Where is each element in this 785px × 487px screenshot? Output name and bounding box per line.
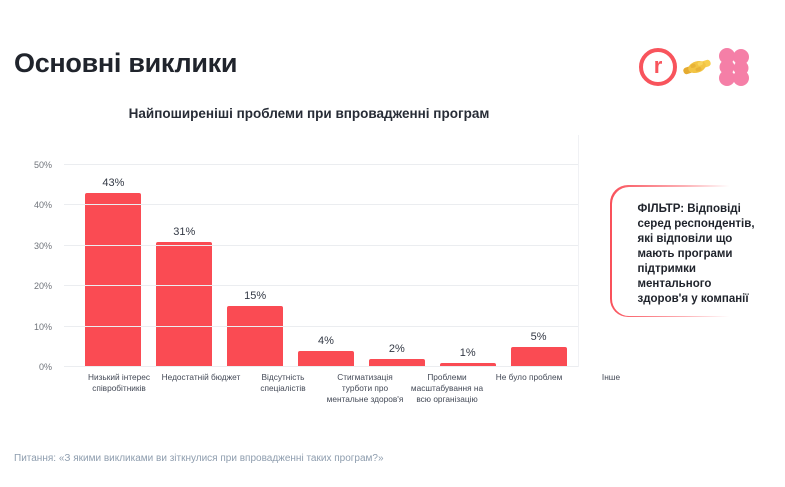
x-label-cell: Відсутність спеціалістів	[242, 372, 324, 406]
x-tick-label: Недостатній бюджет	[161, 372, 241, 382]
x-label-cell: Низький інтерес співробітників	[78, 372, 160, 406]
bar-column: 1%	[432, 165, 503, 367]
y-tick-label: 10%	[33, 321, 52, 332]
bar-value-label: 2%	[388, 342, 405, 355]
x-tick-label: Не було проблем	[495, 372, 563, 382]
bar-column: 4%	[291, 165, 362, 367]
plot-wrap: 0% 10% 20% 30% 40% 50% 43% 31% 15% 4% 2% 1% 5% Низь…	[14, 135, 620, 435]
bars-row: 43% 31% 15% 4% 2% 1% 5%	[64, 165, 578, 367]
bar-chart: Найпоширеніші проблеми при впровадженні …	[14, 106, 620, 435]
gridline	[64, 325, 578, 327]
page-title: Основні виклики	[14, 48, 238, 78]
y-axis: 0% 10% 20% 30% 40% 50%	[14, 135, 52, 372]
x-tick-label: Низький інтерес співробітників	[87, 372, 151, 394]
filter-note-inner: ФІЛЬТР: Відповіді серед респондентів, як…	[611, 186, 775, 316]
bar-column: 5%	[503, 165, 574, 367]
x-label-cell: Проблеми масштабування на всю організаці…	[406, 372, 488, 406]
robota-letter: r	[653, 53, 663, 78]
bar-column: 2%	[361, 165, 432, 367]
handshake-icon	[683, 59, 711, 75]
bar-column: 15%	[220, 165, 291, 367]
filter-note-text: ФІЛЬТР: Відповіді серед респондентів, як…	[637, 202, 755, 305]
bar	[156, 241, 213, 367]
y-tick-label: 30%	[33, 240, 52, 251]
bar	[439, 362, 496, 367]
filter-note-box: ФІЛЬТР: Відповіді серед респондентів, як…	[610, 185, 776, 317]
x-label-cell: Не було проблем	[488, 372, 570, 406]
gridline	[64, 366, 578, 367]
bar	[510, 346, 567, 367]
footer-question: Питання: «З якими викликами ви зіткнулис…	[14, 453, 384, 464]
bar-value-label: 43%	[102, 177, 125, 190]
x-label-cell: Інше	[570, 372, 652, 406]
bar	[85, 193, 142, 367]
x-tick-label: Проблеми масштабування на всю організаці…	[410, 372, 484, 405]
pink-clover-logo-icon	[719, 48, 749, 86]
bar-value-label: 5%	[530, 330, 547, 343]
y-tick-label: 50%	[33, 160, 52, 170]
gridline	[64, 244, 578, 246]
y-tick-label: 40%	[33, 200, 52, 211]
x-tick-label: Інше	[601, 372, 621, 382]
x-axis: Низький інтерес співробітників Недостатні…	[64, 372, 620, 406]
bar-column: 43%	[78, 165, 149, 367]
y-tick-label: 0%	[38, 362, 52, 372]
x-label-cell: Недостатній бюджет	[160, 372, 242, 406]
bar-value-label: 15%	[244, 290, 267, 303]
x-label-cell: Стигматизація турботи про ментальне здор…	[324, 372, 406, 406]
chart-title: Найпоширеніші проблеми при впровадженні …	[128, 106, 490, 121]
robota-ua-logo-icon: r	[639, 48, 677, 86]
bar-value-label: 4%	[318, 334, 334, 347]
gridline	[64, 285, 578, 287]
bar	[227, 306, 284, 367]
bar-value-label: 31%	[173, 225, 196, 238]
bar	[298, 350, 354, 367]
bar-column: 31%	[149, 165, 220, 367]
x-tick-label: Відсутність спеціалістів	[260, 372, 306, 394]
gridline	[64, 204, 578, 206]
gridline	[64, 164, 578, 165]
x-tick-label: Стигматизація турботи про ментальне здор…	[326, 372, 404, 405]
bar-value-label: 1%	[459, 346, 476, 359]
y-tick-label: 20%	[33, 281, 52, 292]
bar	[368, 358, 425, 367]
plot-area: 43% 31% 15% 4% 2% 1% 5%	[64, 135, 579, 367]
logo-row: r	[639, 46, 751, 88]
